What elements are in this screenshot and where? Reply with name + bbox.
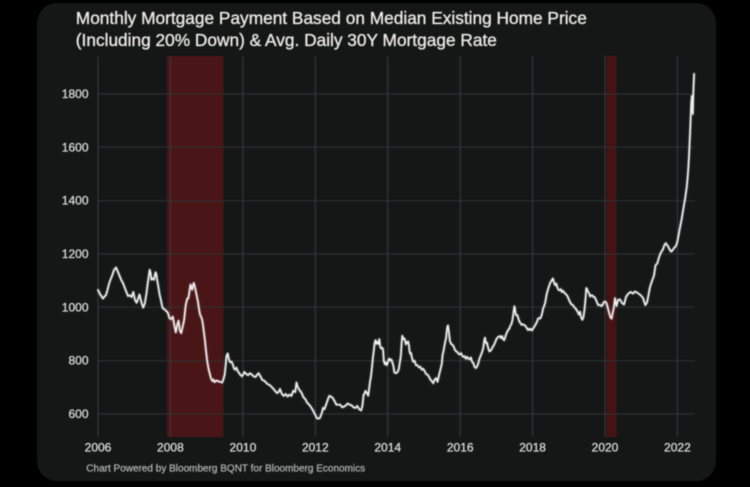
svg-text:1600: 1600 <box>62 140 89 154</box>
svg-text:600: 600 <box>68 407 88 421</box>
svg-text:Chart Powered by Bloomberg BQN: Chart Powered by Bloomberg BQNT for Bloo… <box>86 464 365 475</box>
svg-text:2010: 2010 <box>230 441 257 455</box>
svg-text:2018: 2018 <box>519 441 546 455</box>
svg-text:2014: 2014 <box>374 441 401 455</box>
svg-text:2016: 2016 <box>447 441 474 455</box>
svg-text:1000: 1000 <box>62 300 89 314</box>
svg-text:2012: 2012 <box>302 441 329 455</box>
svg-text:2008: 2008 <box>157 441 184 455</box>
svg-text:800: 800 <box>68 354 88 368</box>
svg-text:Monthly Mortgage Payment Based: Monthly Mortgage Payment Based on Median… <box>76 8 587 28</box>
svg-text:1200: 1200 <box>62 247 89 261</box>
svg-text:2006: 2006 <box>85 441 112 455</box>
svg-text:2020: 2020 <box>592 441 619 455</box>
svg-text:1400: 1400 <box>62 194 89 208</box>
svg-text:1800: 1800 <box>62 87 89 101</box>
svg-text:(Including 20% Down) & Avg. Da: (Including 20% Down) & Avg. Daily 30Y Mo… <box>76 30 497 50</box>
svg-text:2022: 2022 <box>664 441 691 455</box>
